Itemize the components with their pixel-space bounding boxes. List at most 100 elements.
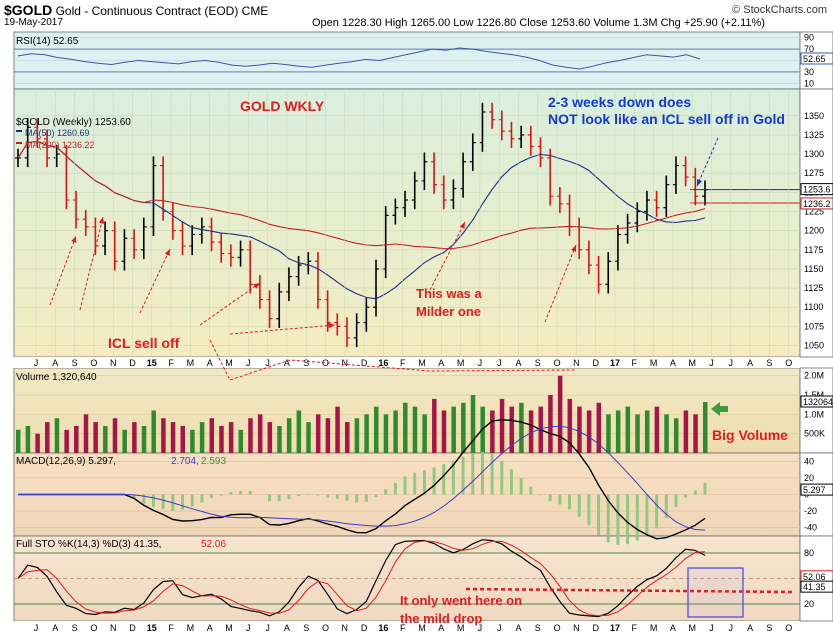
sto-dotted-line bbox=[465, 587, 793, 594]
price-x-tick: A bbox=[207, 358, 213, 368]
macd-histogram-bar bbox=[364, 494, 368, 502]
macd-last-box bbox=[800, 483, 833, 496]
macd-histogram-bar bbox=[200, 494, 204, 503]
volume-bar bbox=[364, 414, 369, 453]
macd-histogram-bar bbox=[655, 494, 659, 529]
ohlc-readout: Open 1228.30 High 1265.00 Low 1226.80 Cl… bbox=[312, 17, 765, 29]
macd-histogram-bar bbox=[432, 467, 436, 495]
volume-bar bbox=[257, 414, 263, 453]
price-x-tick: A bbox=[52, 358, 58, 368]
annotation-icl: ICL sell off bbox=[108, 335, 180, 351]
volume-bar bbox=[644, 410, 650, 453]
bottom-x-tick: A bbox=[747, 623, 753, 633]
price-y-tick: 1325 bbox=[804, 130, 824, 140]
sto-y-tick: 80 bbox=[804, 548, 814, 558]
chart-date: 19-May-2017 bbox=[4, 17, 63, 28]
bottom-x-tick: D bbox=[129, 623, 136, 633]
macd-y-tick: -20 bbox=[804, 506, 817, 516]
macd-legend-hist: 2.593 bbox=[201, 456, 226, 467]
macd-histogram-bar bbox=[248, 491, 252, 495]
volume-bar bbox=[45, 422, 50, 453]
price-x-tick: S bbox=[72, 358, 78, 368]
price-x-tick: M bbox=[225, 358, 233, 368]
price-x-tick: O bbox=[554, 358, 561, 368]
sto-y-tick: 20 bbox=[804, 599, 814, 609]
price-x-tick: J bbox=[246, 358, 251, 368]
price-y-tick: 1125 bbox=[804, 283, 823, 293]
volume-bar bbox=[132, 422, 137, 453]
ma50-legend: MA(50) 1260.69 bbox=[25, 128, 90, 138]
annotation-blue-2: NOT look like an ICL sell off in Gold bbox=[548, 111, 785, 127]
price-x-tick: O bbox=[322, 358, 329, 368]
annotation-arrow bbox=[429, 221, 466, 291]
bottom-x-tick: J bbox=[34, 623, 39, 633]
annotation-arrowhead bbox=[459, 222, 465, 229]
volume-bar bbox=[412, 406, 418, 453]
volume-bar bbox=[93, 422, 98, 453]
volume-bar bbox=[625, 406, 631, 453]
bottom-x-tick: A bbox=[52, 623, 58, 633]
macd-histogram-bar bbox=[674, 494, 678, 507]
rsi-line bbox=[17, 47, 701, 70]
macd-histogram-bar bbox=[403, 476, 407, 495]
price-y-tick: 1075 bbox=[804, 321, 824, 331]
price-x-tick: O bbox=[785, 358, 792, 368]
bottom-x-tick: S bbox=[535, 623, 541, 633]
price-y-tick: 1225 bbox=[804, 207, 824, 217]
symbol-title: $GOLD Gold - Continuous Contract (EOD) C… bbox=[4, 2, 268, 18]
bottom-x-tick: O bbox=[322, 623, 329, 633]
rsi-y-tick: 10 bbox=[804, 78, 814, 88]
volume-bar bbox=[325, 418, 331, 453]
rsi-y-tick: 70 bbox=[804, 44, 814, 54]
macd-histogram-bar bbox=[384, 489, 388, 495]
bottom-x-tick: M bbox=[457, 623, 465, 633]
bottom-x-tick: A bbox=[515, 623, 521, 633]
bottom-x-tick: J bbox=[497, 623, 502, 633]
price-y-tick: 1275 bbox=[804, 168, 824, 178]
bottom-x-tick: D bbox=[592, 623, 599, 633]
volume-bar bbox=[64, 429, 69, 453]
macd-histogram-bar bbox=[451, 460, 455, 495]
price-y-tick: 1350 bbox=[804, 111, 824, 121]
rsi-y-tick: 90 bbox=[804, 33, 814, 43]
macd-histogram-bar bbox=[335, 494, 339, 499]
bottom-x-tick: J bbox=[478, 623, 483, 633]
price-y-tick: 1150 bbox=[804, 264, 823, 274]
ma200-legend: MA(200) 1236.22 bbox=[25, 140, 95, 150]
price-x-tick: F bbox=[632, 358, 638, 368]
volume-y-tick: 500K bbox=[804, 429, 825, 439]
price-x-tick: O bbox=[90, 358, 97, 368]
macd-histogram-bar bbox=[577, 494, 581, 517]
bottom-x-tick: O bbox=[785, 623, 792, 633]
price-x-tick: D bbox=[592, 358, 599, 368]
volume-bar bbox=[16, 429, 21, 453]
volume-bar bbox=[403, 402, 408, 453]
annotation-arrowhead bbox=[98, 217, 105, 224]
price-x-tick: A bbox=[515, 358, 521, 368]
macd-histogram-bar bbox=[374, 494, 378, 498]
price-x-tick: A bbox=[670, 358, 676, 368]
macd-histogram-bar bbox=[229, 492, 233, 495]
volume-bar bbox=[422, 414, 427, 453]
price-x-tick: M bbox=[187, 358, 195, 368]
macd-histogram-bar bbox=[471, 453, 475, 495]
macd-histogram-bar bbox=[297, 494, 301, 497]
volume-bar bbox=[180, 425, 185, 453]
annotation-arrow bbox=[696, 137, 719, 187]
price-x-tick: S bbox=[766, 358, 772, 368]
macd-histogram-bar bbox=[606, 494, 610, 543]
annotation-milder-1: This was a bbox=[416, 286, 483, 301]
volume-bar bbox=[557, 375, 563, 453]
price-x-tick: D bbox=[361, 358, 368, 368]
annotation-arrowhead bbox=[697, 179, 703, 186]
volume-bar bbox=[654, 406, 660, 453]
price-x-tick: J bbox=[34, 358, 39, 368]
macd-y-tick: 40 bbox=[804, 456, 814, 466]
annotation-arrowhead bbox=[571, 245, 577, 252]
volume-bar bbox=[315, 414, 321, 453]
volume-bar bbox=[461, 402, 466, 453]
volume-bar bbox=[703, 402, 708, 453]
volume-bar bbox=[673, 418, 679, 453]
